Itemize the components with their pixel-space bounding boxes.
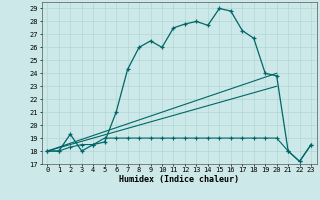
X-axis label: Humidex (Indice chaleur): Humidex (Indice chaleur) [119, 175, 239, 184]
